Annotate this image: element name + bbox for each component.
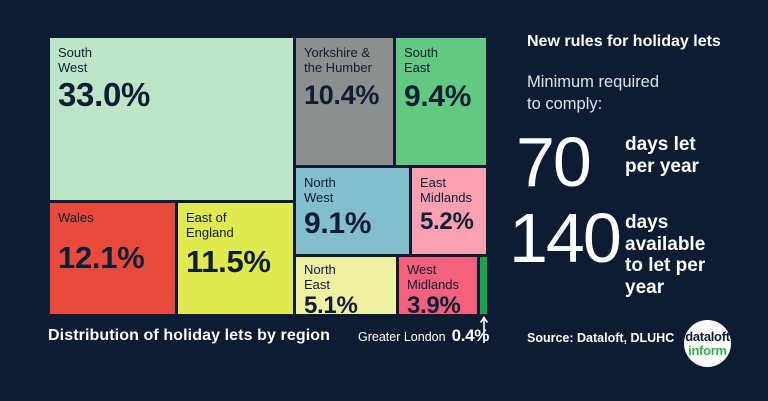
- treemap-cell-east-midlands: East Midlands 5.2%: [412, 168, 486, 254]
- region-name: North East: [304, 262, 336, 293]
- treemap-cell-north-east: North East 5.1%: [296, 257, 396, 314]
- treemap-cell-east-of-england: East of England 11.5%: [178, 203, 293, 314]
- region-value: 11.5%: [186, 244, 271, 280]
- region-value: 10.4%: [304, 80, 380, 111]
- dataloft-inform-logo: dataloft inform: [684, 320, 731, 367]
- region-name: Yorkshire & the Humber: [304, 45, 372, 76]
- region-value: 5.2%: [420, 208, 474, 236]
- region-value: 9.4%: [404, 80, 472, 114]
- region-value: 3.9%: [407, 292, 461, 314]
- region-name: South West: [58, 45, 92, 76]
- treemap-cell-wales: Wales 12.1%: [50, 203, 175, 314]
- treemap-cell-north-west: North West 9.1%: [296, 168, 409, 254]
- stat-140-label: days available to let per year: [625, 212, 706, 298]
- region-value: 5.1%: [304, 292, 358, 314]
- region-name: North West: [304, 175, 336, 206]
- region-value: 12.1%: [58, 240, 145, 276]
- region-value: 9.1%: [304, 207, 372, 241]
- region-name: East of England: [186, 210, 234, 241]
- stat-70-value: 70: [516, 123, 592, 201]
- panel-subheading: Minimum required to comply:: [527, 73, 660, 113]
- callout-region-value: 0.4%: [451, 326, 490, 345]
- region-name: Wales: [58, 210, 94, 225]
- greater-london-callout: Greater London 0.4%: [358, 324, 489, 346]
- callout-region-name: Greater London: [358, 330, 446, 344]
- up-arrow-icon: [479, 316, 489, 343]
- region-name: South East: [404, 45, 438, 76]
- region-value: 33.0%: [58, 76, 151, 114]
- stat-70-label: days let per year: [625, 134, 699, 177]
- treemap-cell-greater-london: [480, 257, 487, 314]
- chart-title: Distribution of holiday lets by region: [48, 327, 331, 344]
- region-name: West Midlands: [407, 262, 460, 293]
- panel-heading: New rules for holiday lets: [527, 33, 721, 50]
- source-credit: Source: Dataloft, DLUHC: [527, 331, 675, 345]
- logo-text-inform: inform: [688, 342, 727, 358]
- treemap-cell-west-midlands: West Midlands 3.9%: [399, 257, 477, 314]
- region-name: East Midlands: [420, 175, 473, 206]
- treemap-cell-south-west: South West 33.0%: [50, 38, 293, 200]
- logo-text-dataloft: dataloft: [685, 329, 730, 345]
- treemap-cell-yorkshire-and-the-humber: Yorkshire & the Humber 10.4%: [296, 38, 393, 165]
- treemap-cell-south-east: South East 9.4%: [396, 38, 486, 165]
- stat-140-value: 140: [509, 199, 622, 277]
